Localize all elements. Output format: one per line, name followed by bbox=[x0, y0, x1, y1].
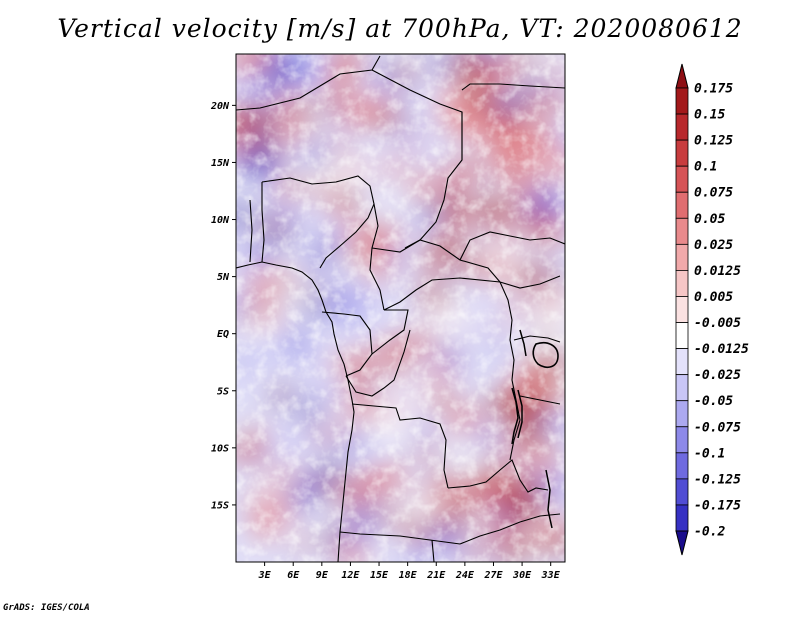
lon-tick-label: 9E bbox=[316, 570, 329, 581]
border-benin bbox=[249, 199, 253, 263]
border-drc-west bbox=[345, 329, 411, 397]
colorbar-label: -0.005 bbox=[694, 316, 741, 331]
lat-tick-label: 5N bbox=[217, 272, 230, 283]
lake-malawi bbox=[545, 469, 553, 529]
border-zambia bbox=[447, 459, 549, 493]
lat-tick-label: 10S bbox=[211, 443, 229, 454]
colorbar-top-triangle bbox=[675, 63, 689, 89]
colorbar-swatch bbox=[675, 296, 689, 323]
colorbar-swatch bbox=[675, 452, 689, 480]
colorbar-swatch bbox=[675, 139, 689, 167]
velocity-field bbox=[236, 54, 565, 562]
colorbar-swatch bbox=[675, 348, 689, 376]
colorbar-label: -0.2 bbox=[694, 525, 725, 540]
colorbar-swatch bbox=[675, 504, 689, 532]
lat-tick-label: 10N bbox=[211, 215, 230, 226]
lon-tick-label: 30E bbox=[512, 570, 532, 581]
colorbar-label: 0.175 bbox=[694, 82, 733, 97]
lon-tick-label: 18E bbox=[399, 570, 418, 581]
colorbar-label: -0.125 bbox=[694, 472, 741, 487]
lat-tick-label: 15N bbox=[211, 158, 230, 169]
colorbar-swatch bbox=[675, 270, 689, 297]
border-zambia-south bbox=[459, 513, 561, 545]
border-nigeria-west bbox=[261, 182, 265, 263]
colorbar-swatch bbox=[675, 400, 689, 428]
colorbar-label: 0.025 bbox=[694, 238, 733, 253]
colorbar-bottom-triangle bbox=[675, 530, 689, 556]
lat-tick-label: EQ bbox=[217, 329, 229, 340]
colorbar-label: -0.1 bbox=[694, 446, 725, 461]
colorbar: 0.175 0.15 0.125 0.1 0.075 0.05 0.025 0.0125 0.0… bbox=[675, 63, 749, 556]
lon-tick-label: 33E bbox=[541, 570, 561, 581]
colorbar-swatch bbox=[675, 478, 689, 506]
colorbar-swatch bbox=[675, 426, 689, 454]
colorbar-label: -0.025 bbox=[694, 368, 741, 383]
lon-tick-label: 6E bbox=[287, 570, 300, 581]
lon-tick-label: 15E bbox=[370, 570, 389, 581]
colorbar-swatch bbox=[675, 374, 689, 402]
border-tanzania bbox=[519, 395, 561, 405]
lon-tick-label: 21E bbox=[426, 570, 446, 581]
colorbar-label: 0.1 bbox=[694, 160, 717, 175]
border-sudan-north bbox=[461, 83, 565, 91]
border-drc-angola bbox=[351, 403, 449, 489]
lake-albert bbox=[519, 329, 527, 357]
colorbar-label: -0.075 bbox=[694, 420, 741, 435]
colorbar-swatch bbox=[675, 113, 689, 141]
lake-tanganyika bbox=[511, 387, 523, 445]
colorbar-label: -0.05 bbox=[694, 394, 733, 409]
border-car-south bbox=[383, 277, 501, 311]
credit-label: GrADS: IGES/COLA bbox=[3, 603, 90, 613]
border-car bbox=[371, 239, 501, 283]
lon-tick-label: 3E bbox=[258, 570, 272, 581]
border-drc-east bbox=[499, 281, 521, 461]
border-sahara bbox=[236, 55, 381, 111]
lat-tick-label: 5S bbox=[217, 386, 229, 397]
lat-axis: 20N 15N 10N 5N EQ 5S 10S 15S bbox=[210, 101, 236, 511]
border-namibia-east bbox=[431, 539, 435, 562]
country-borders bbox=[236, 55, 565, 562]
colorbar-swatch bbox=[675, 165, 689, 193]
border-nigeria bbox=[261, 175, 375, 269]
colorbar-swatch bbox=[675, 191, 689, 219]
colorbar-swatch bbox=[675, 243, 689, 271]
colorbar-swatch bbox=[675, 217, 689, 245]
colorbar-swatch bbox=[675, 87, 689, 115]
border-ssudan bbox=[499, 275, 561, 289]
border-congo bbox=[371, 309, 409, 355]
border-gabon bbox=[321, 311, 373, 377]
colorbar-label: 0.005 bbox=[694, 290, 733, 305]
colorbar-swatch bbox=[675, 322, 689, 349]
lake-victoria bbox=[532, 341, 559, 369]
colorbar-label: 0.15 bbox=[694, 108, 725, 123]
lon-tick-label: 24E bbox=[455, 570, 475, 581]
border-ssudan-north bbox=[459, 231, 565, 261]
colorbar-label: 0.075 bbox=[694, 186, 733, 201]
border-angola-namibia bbox=[339, 531, 461, 545]
colorbar-label: 0.05 bbox=[694, 212, 725, 227]
colorbar-label: -0.175 bbox=[694, 498, 741, 513]
lon-tick-label: 27E bbox=[483, 570, 503, 581]
lat-tick-label: 20N bbox=[210, 101, 230, 112]
coastline bbox=[236, 261, 355, 562]
lon-tick-label: 12E bbox=[341, 570, 360, 581]
colorbar-label: 0.0125 bbox=[694, 264, 741, 279]
lat-tick-label: 15S bbox=[211, 500, 229, 511]
colorbar-label: 0.125 bbox=[694, 134, 733, 149]
colorbar-label: -0.0125 bbox=[694, 342, 749, 357]
border-cameroon-east bbox=[369, 203, 385, 311]
plot-frame bbox=[235, 53, 566, 563]
lon-axis: 3E 6E 9E 12E 15E 18E 21E 24E 27E 30E 33E bbox=[258, 562, 561, 581]
chart-title: Vertical velocity [m/s] at 700hPa, VT: 2… bbox=[57, 14, 743, 43]
